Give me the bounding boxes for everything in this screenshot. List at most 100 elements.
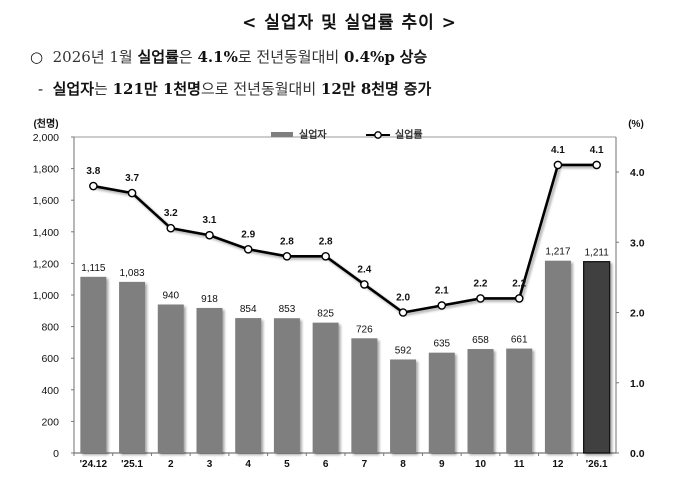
chart-heading: < 실업자 및 실업률 추이 > — [242, 13, 457, 33]
line-value-label: 2.8 — [280, 236, 294, 247]
line-value-label: 3.2 — [164, 208, 178, 219]
x-axis-tick: 3 — [207, 459, 213, 470]
bar-value-label: 635 — [433, 339, 450, 350]
text-bold: 증가 — [403, 80, 432, 98]
line-value-label: 2.2 — [474, 278, 488, 289]
bar-unemployed — [235, 318, 262, 453]
bar-value-label: 1,083 — [120, 268, 145, 279]
right-axis-tick: 0.0 — [630, 448, 645, 460]
text-bold: 상승 — [399, 48, 428, 66]
legend-label-unemployed: 실업자 — [299, 128, 327, 141]
right-axis-tick: 4.0 — [630, 167, 645, 179]
line-value-label: 2.2 — [512, 278, 526, 289]
line-marker — [282, 251, 292, 261]
bar-unemployed — [273, 318, 300, 453]
text-bold: 12만 8천명 — [320, 80, 399, 98]
left-axis-tick: 1,000 — [33, 290, 59, 302]
left-axis-unit: (천명) — [33, 117, 58, 130]
left-axis-tick: 0 — [53, 448, 59, 460]
left-axis-tick: 1,800 — [33, 164, 59, 176]
bar-value-label: 592 — [395, 345, 412, 356]
line-marker — [360, 280, 369, 289]
bar-value-label: 661 — [511, 335, 528, 346]
bar-unemployed — [467, 349, 494, 453]
x-axis-tick: 12 — [552, 459, 564, 470]
left-axis-tick: 400 — [41, 385, 59, 397]
left-axis-tick: 2,000 — [33, 132, 59, 144]
text-bold: 4.1% — [197, 48, 238, 66]
bar-unemployed — [80, 276, 107, 453]
bar-value-label: 658 — [472, 335, 489, 346]
line-value-label: 4.1 — [551, 145, 565, 156]
x-axis-tick: 11 — [514, 459, 525, 470]
x-axis-tick: 2 — [168, 459, 174, 470]
bar-value-label: 825 — [317, 309, 334, 320]
right-axis-unit: (%) — [628, 119, 644, 130]
x-axis-tick: 4 — [245, 459, 251, 470]
left-axis-tick: 200 — [41, 416, 59, 428]
bullet-marker: - — [38, 80, 44, 98]
text-bold: 121만 1천명 — [112, 80, 201, 98]
bar-value-label: 854 — [240, 304, 257, 315]
summary-bullet-unemployment-rate: ○ 2026년 1월 실업률은 4.1%로 전년동월대비 0.4%p 상승 — [30, 46, 427, 67]
line-value-label: 3.7 — [125, 173, 139, 184]
text-bold: 실업률 — [137, 48, 179, 66]
legend-label-unemployment-rate: 실업률 — [395, 128, 423, 141]
line-value-label: 2.0 — [396, 293, 410, 304]
line-marker — [592, 160, 601, 170]
text-bold: 실업자 — [52, 80, 95, 98]
line-marker — [89, 181, 98, 191]
bar-value-label: 726 — [356, 324, 373, 335]
line-value-label: 4.1 — [590, 145, 604, 156]
bar-unemployed — [351, 338, 378, 453]
line-marker — [127, 188, 137, 198]
left-axis-tick: 600 — [41, 353, 59, 365]
line-value-label: 2.4 — [357, 264, 371, 275]
bar-unemployed — [390, 359, 417, 453]
legend-bar-swatch-icon — [271, 132, 293, 137]
left-axis-tick: 1,400 — [33, 227, 59, 239]
x-axis-tick: '25.1 — [121, 459, 143, 470]
text: 2026년 1월 — [52, 48, 138, 66]
left-axis-tick: 800 — [41, 322, 59, 334]
bar-value-label: 940 — [162, 290, 179, 301]
x-axis-tick: 7 — [362, 459, 368, 470]
line-marker — [398, 308, 408, 317]
text: 로 전년동월대비 — [237, 48, 344, 66]
x-axis-tick: '24.12 — [80, 459, 108, 470]
line-marker — [476, 294, 485, 303]
text: 는 — [94, 80, 113, 98]
x-axis-tick: '26.1 — [586, 459, 608, 470]
summary-bullet-unemployed: - 실업자는 121만 1천명으로 전년동월대비 12만 8천명 증가 — [38, 78, 431, 99]
bar-value-label: 1,115 — [81, 263, 106, 274]
bar-unemployed — [428, 352, 455, 453]
bar-unemployed — [119, 281, 146, 453]
bullet-marker: ○ — [30, 48, 44, 66]
legend-line-marker-icon — [374, 131, 382, 139]
bar-unemployed — [157, 304, 184, 453]
line-marker — [243, 244, 253, 254]
bar-unemployed — [583, 261, 611, 454]
line-marker — [321, 251, 330, 261]
bar-value-label: 918 — [201, 294, 218, 305]
right-axis-tick: 2.0 — [630, 308, 645, 320]
line-value-label: 2.8 — [319, 236, 333, 247]
line-marker — [437, 301, 447, 310]
bar-unemployed — [544, 260, 571, 453]
line-marker — [553, 160, 563, 170]
text: 은 — [178, 48, 198, 66]
bar-unemployed — [196, 307, 223, 453]
x-axis-tick: 8 — [400, 459, 406, 470]
line-marker — [166, 223, 176, 233]
x-axis-tick: 6 — [323, 459, 329, 470]
line-value-label: 2.1 — [435, 285, 449, 296]
bar-value-label: 853 — [279, 304, 296, 315]
text-bold: 0.4%p — [343, 48, 395, 66]
bar-value-label: 1,211 — [584, 248, 609, 259]
bar-value-label: 1,217 — [545, 247, 570, 258]
line-value-label: 2.9 — [241, 229, 255, 240]
line-marker — [514, 294, 524, 303]
x-axis-tick: 5 — [284, 459, 290, 470]
left-axis-tick: 1,200 — [33, 258, 59, 270]
